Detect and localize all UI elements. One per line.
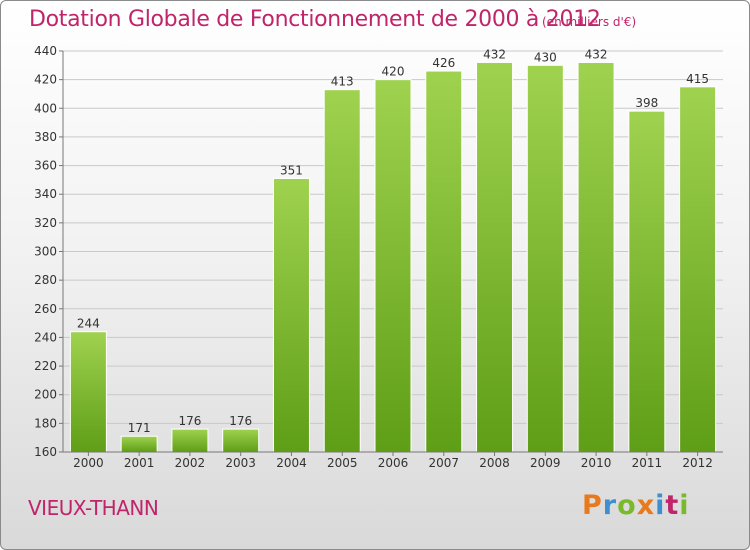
x-tick-label: 2000 (73, 456, 104, 470)
value-label: 171 (128, 421, 151, 435)
y-tick-label: 280 (34, 273, 57, 287)
bar (577, 61, 615, 453)
x-tick-label: 2002 (175, 456, 206, 470)
chart-subtitle: (en milliers d'€) (542, 15, 637, 29)
value-label: 244 (77, 317, 100, 331)
y-tick-label: 400 (34, 101, 57, 115)
bar (272, 177, 310, 453)
y-tick-label: 260 (34, 302, 57, 316)
bar (628, 110, 666, 453)
value-label: 351 (280, 163, 303, 177)
bar (374, 79, 412, 453)
bar (69, 331, 107, 453)
bar (425, 70, 463, 453)
x-tick-label: 2011 (632, 456, 663, 470)
y-tick-label: 440 (34, 44, 57, 58)
x-tick-label: 2010 (581, 456, 612, 470)
bar (526, 64, 564, 453)
commune-name: VIEUX-THANN (28, 496, 159, 520)
value-label: 430 (534, 50, 557, 64)
x-tick-label: 2004 (276, 456, 307, 470)
x-tick-label: 2009 (530, 456, 561, 470)
logo-letter: r (602, 490, 618, 521)
value-labels: 244 171 176 176 351 413 420 426 432 430 432 398 415 (77, 47, 709, 435)
y-tick-label: 160 (34, 445, 57, 459)
logo-letter: o (617, 490, 637, 521)
x-tick-label: 2003 (225, 456, 256, 470)
y-axis-ticks: 160 180 200 220 240 260 280 300 320 340 360 380 400 4… (34, 44, 63, 459)
bar (171, 428, 209, 453)
bar (222, 428, 260, 453)
bar (679, 86, 717, 453)
value-label: 426 (432, 56, 455, 70)
value-label: 398 (635, 96, 658, 110)
bar (120, 435, 158, 453)
x-tick-label: 2005 (327, 456, 358, 470)
y-tick-label: 320 (34, 216, 57, 230)
logo-letter: P (582, 490, 603, 521)
bars (69, 61, 717, 453)
bar (476, 61, 514, 453)
chart-title: Dotation Globale de Fonctionnement de 20… (29, 7, 601, 32)
y-tick-label: 300 (34, 245, 57, 259)
value-label: 176 (229, 414, 252, 428)
x-tick-label: 2008 (479, 456, 510, 470)
y-tick-label: 180 (34, 416, 57, 430)
value-label: 432 (483, 47, 506, 61)
logo-letter: x (636, 490, 656, 521)
x-tick-label: 2001 (124, 456, 155, 470)
value-label: 415 (686, 72, 709, 86)
logo-letter: t (665, 490, 680, 521)
proxiti-logo[interactable]: Proxiti (582, 490, 690, 521)
y-tick-label: 380 (34, 130, 57, 144)
y-tick-label: 200 (34, 388, 57, 402)
x-tick-label: 2007 (428, 456, 459, 470)
value-label: 413 (331, 75, 354, 89)
logo-letter: i (655, 490, 666, 521)
y-tick-label: 340 (34, 187, 57, 201)
x-tick-label: 2012 (682, 456, 713, 470)
value-label: 420 (382, 65, 405, 79)
value-label: 176 (178, 414, 201, 428)
y-tick-label: 360 (34, 159, 57, 173)
value-label: 432 (585, 47, 608, 61)
y-tick-label: 240 (34, 330, 57, 344)
bar (323, 89, 361, 453)
x-axis-ticks: 2000 2001 2002 2003 2004 2005 2006 2007 2008 2009… (73, 452, 713, 470)
y-tick-label: 420 (34, 73, 57, 87)
y-tick-label: 220 (34, 359, 57, 373)
x-tick-label: 2006 (378, 456, 409, 470)
logo-letter: i (679, 490, 690, 521)
